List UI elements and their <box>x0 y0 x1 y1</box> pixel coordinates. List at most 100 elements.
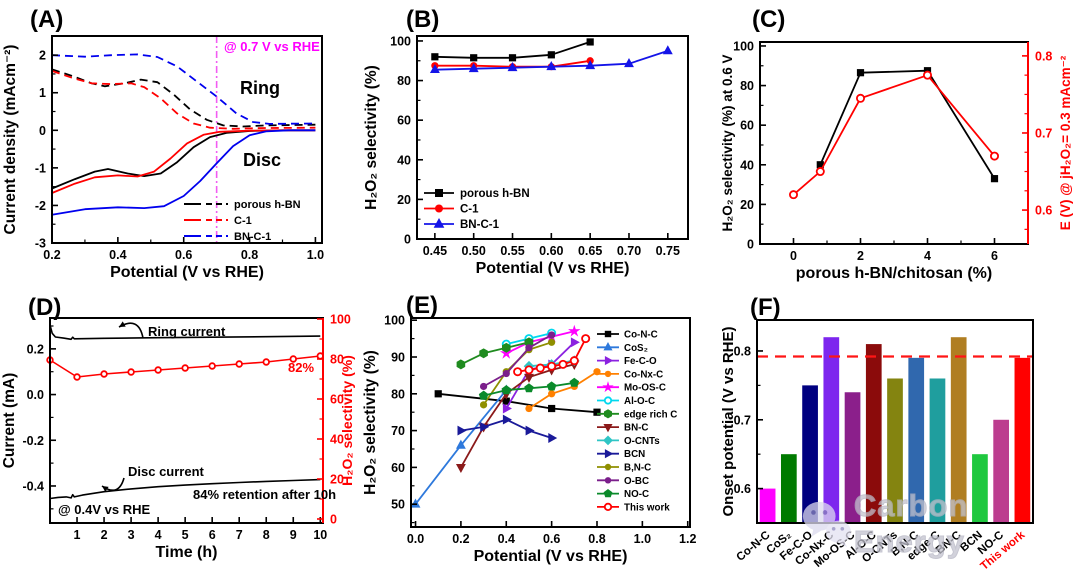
literature-comparison-chart: 0.0 0.2 0.4 0.6 0.8 1.0 1.2 50 60 70 80 90 100 Co-N-C… <box>362 314 696 565</box>
svg-text:40: 40 <box>740 158 754 172</box>
svg-text:60: 60 <box>740 119 754 133</box>
svg-text:Co-N-C: Co-N-C <box>624 330 658 341</box>
svg-text:Co-Nx-C: Co-Nx-C <box>624 369 663 380</box>
svg-text:2: 2 <box>857 249 864 263</box>
svg-text:0: 0 <box>747 238 754 252</box>
panel-d-stability-chart: (D) 1 2 3 4 5 6 7 8 9 10 0.2 0.0 -0.2 -0.4 0 20 40 60 80 10… <box>0 286 360 572</box>
svg-text:1: 1 <box>74 528 81 542</box>
svg-text:4: 4 <box>155 528 162 542</box>
svg-text:-2: -2 <box>35 199 46 213</box>
svg-text:1.0: 1.0 <box>634 532 651 546</box>
svg-text:porous h-BN: porous h-BN <box>234 199 301 211</box>
svg-text:BCN: BCN <box>624 449 645 460</box>
svg-text:80: 80 <box>330 353 344 367</box>
svg-text:4: 4 <box>924 249 931 263</box>
svg-text:porous h-BN: porous h-BN <box>460 188 530 200</box>
svg-text:7: 7 <box>236 528 243 542</box>
svg-text:This work: This work <box>624 502 670 513</box>
svg-text:0.6: 0.6 <box>1035 204 1052 218</box>
panel-label: (D) <box>28 294 62 321</box>
svg-text:5: 5 <box>182 528 189 542</box>
svg-text:0.2: 0.2 <box>43 248 60 262</box>
svg-text:60: 60 <box>330 393 344 407</box>
svg-text:0.65: 0.65 <box>578 244 602 258</box>
svg-text:0.4: 0.4 <box>498 532 515 546</box>
svg-text:3: 3 <box>128 528 135 542</box>
svg-text:edge rich C: edge rich C <box>624 409 677 420</box>
svg-text:Potential (V vs RHE): Potential (V vs RHE) <box>474 548 628 565</box>
svg-text:C-1: C-1 <box>234 215 252 227</box>
svg-text:0.8: 0.8 <box>241 248 258 262</box>
panel-c-chitosan-chart: (C) 0 2 4 6 0 20 40 60 80 100 0.6 0.7 0.8 porous h-BN… <box>720 0 1080 286</box>
svg-text:0.4: 0.4 <box>109 248 126 262</box>
svg-text:100: 100 <box>384 314 405 328</box>
svg-text:10: 10 <box>313 528 327 542</box>
svg-text:80: 80 <box>391 387 405 401</box>
svg-text:-3: -3 <box>35 237 46 251</box>
svg-text:1.0: 1.0 <box>307 248 324 262</box>
svg-text:H₂O₂ selectivity (%) at 0.6 V: H₂O₂ selectivity (%) at 0.6 V <box>720 54 735 231</box>
svg-text:0.7: 0.7 <box>734 413 751 427</box>
svg-text:BN-C-1: BN-C-1 <box>460 219 500 231</box>
svg-text:2: 2 <box>39 49 46 63</box>
panel-f-onset-bar-chart: (F) 0.6 0.7 0.8 Co-N-C CoS₂ Fe-C-O Co-Nx-C Mo-O… <box>720 286 1080 572</box>
svg-text:60: 60 <box>397 114 411 128</box>
svg-text:20: 20 <box>330 473 344 487</box>
panel-e-comparison-chart: (E) 0.0 0.2 0.4 0.6 0.8 1.0 1.2 50 60 70 80 90 100 Co… <box>360 286 720 572</box>
svg-text:0.6: 0.6 <box>734 482 751 496</box>
svg-text:H₂O₂ selectivity (%): H₂O₂ selectivity (%) <box>362 350 379 495</box>
svg-text:0.7: 0.7 <box>1035 126 1052 140</box>
svg-text:NO-C: NO-C <box>624 489 649 500</box>
svg-text:B,N-C: B,N-C <box>624 463 651 474</box>
svg-text:0.6: 0.6 <box>543 532 560 546</box>
svg-text:-1: -1 <box>35 161 46 175</box>
svg-text:6: 6 <box>209 528 216 542</box>
svg-text:Ring current: Ring current <box>148 324 226 339</box>
lsv-ring-disc-chart: 0.2 0.4 0.6 0.8 1.0 -3 -2 -1 0 1 2 porous h-BN C-1 BN… <box>2 35 324 281</box>
panel-label: (A) <box>30 6 64 33</box>
svg-text:H₂O₂ selectivity (%): H₂O₂ selectivity (%) <box>363 65 380 210</box>
panel-label: (B) <box>406 6 440 33</box>
svg-text:50: 50 <box>391 498 405 512</box>
svg-text:C-1: C-1 <box>460 204 479 216</box>
svg-text:0: 0 <box>330 513 337 527</box>
svg-text:Current (mA): Current (mA) <box>1 373 18 469</box>
svg-text:70: 70 <box>391 424 405 438</box>
svg-text:0.55: 0.55 <box>500 244 524 258</box>
svg-text:0.6: 0.6 <box>175 248 192 262</box>
svg-text:BN-C: BN-C <box>624 423 649 434</box>
panel-b-selectivity-chart: (B) 0.45 0.50 0.55 0.60 0.65 0.70 0.75 0 20 40 60 8… <box>360 0 720 286</box>
svg-text:80: 80 <box>397 74 411 88</box>
stability-current-time-chart: 1 2 3 4 5 6 7 8 9 10 0.2 0.0 -0.2 -0.4 0 20 40 60 80 100 Rin… <box>1 313 355 562</box>
panel-label: (C) <box>752 6 786 33</box>
svg-text:9: 9 <box>290 528 297 542</box>
svg-text:100: 100 <box>330 313 351 327</box>
svg-text:CoS₂: CoS₂ <box>624 343 648 354</box>
svg-text:Mo-OS-C: Mo-OS-C <box>624 383 666 394</box>
svg-text:20: 20 <box>397 193 411 207</box>
svg-text:Al-O-C: Al-O-C <box>624 396 655 407</box>
svg-text:Disc current: Disc current <box>128 464 205 479</box>
svg-text:0: 0 <box>790 249 797 263</box>
svg-text:0.75: 0.75 <box>656 244 680 258</box>
svg-text:Onset potential (V vs RHE): Onset potential (V vs RHE) <box>720 326 737 516</box>
svg-text:100: 100 <box>390 34 411 48</box>
svg-text:Fe-C-O: Fe-C-O <box>624 356 657 367</box>
svg-text:O-CNTs: O-CNTs <box>624 436 660 447</box>
svg-text:@ 0.4V vs RHE: @ 0.4V vs RHE <box>58 502 150 517</box>
svg-text:porous h-BN/chitosan (%): porous h-BN/chitosan (%) <box>796 265 992 282</box>
selectivity-vs-potential-chart: 0.45 0.50 0.55 0.60 0.65 0.70 0.75 0 20 40 60 80 100… <box>363 34 689 277</box>
svg-text:Time (h): Time (h) <box>156 544 218 561</box>
svg-text:0.0: 0.0 <box>407 532 424 546</box>
svg-text:2: 2 <box>101 528 108 542</box>
svg-text:Disc: Disc <box>243 150 281 170</box>
svg-text:6: 6 <box>991 249 998 263</box>
svg-text:0.2: 0.2 <box>27 342 44 356</box>
svg-text:0.70: 0.70 <box>617 244 641 258</box>
svg-text:@ 0.7 V vs RHE: @ 0.7 V vs RHE <box>224 39 320 54</box>
svg-text:Current density (mAcm⁻²): Current density (mAcm⁻²) <box>2 45 19 235</box>
svg-text:E (V) @ jH₂O₂= 0.3 mAcm⁻²: E (V) @ jH₂O₂= 0.3 mAcm⁻² <box>1058 55 1073 230</box>
svg-text:20: 20 <box>740 198 754 212</box>
